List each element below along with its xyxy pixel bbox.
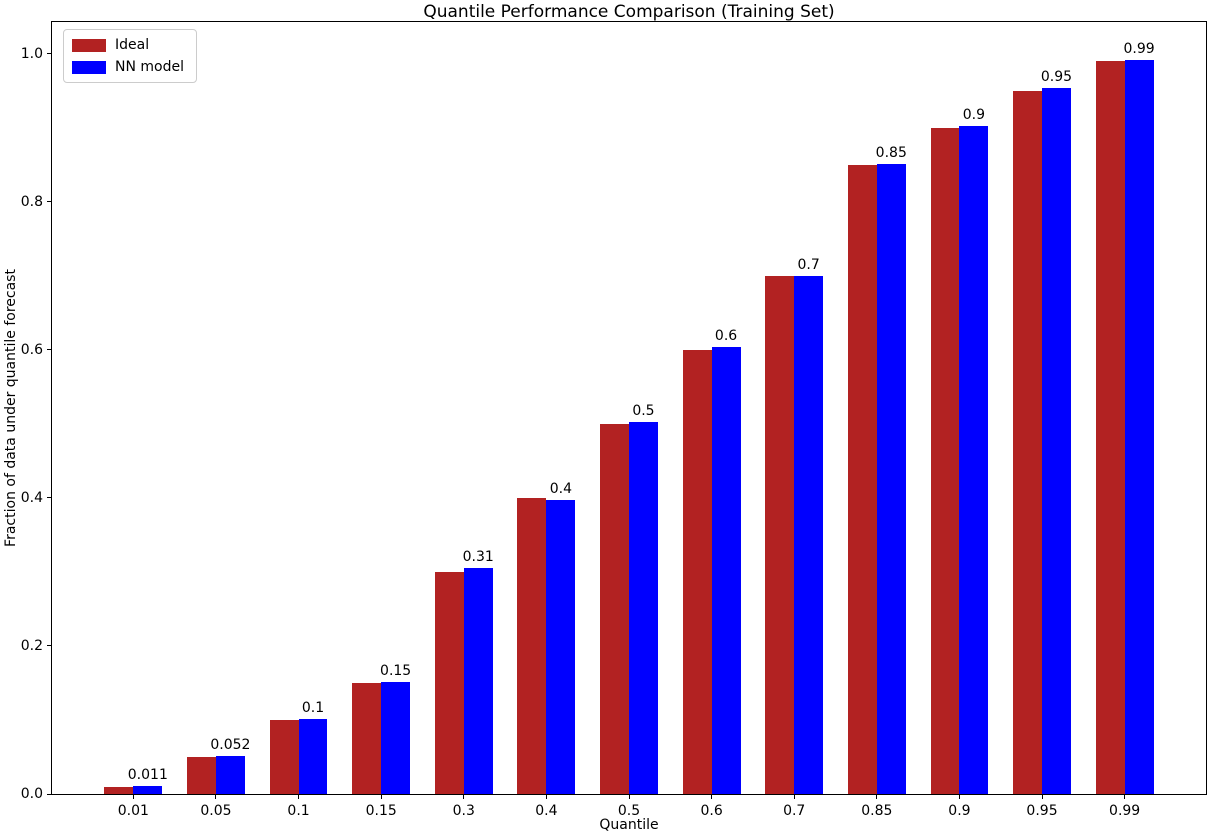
bar-value-label-q0.05: 0.052 — [210, 736, 251, 753]
x-tick-mark — [958, 794, 960, 799]
bar-nn-model-q0.05 — [215, 755, 245, 794]
bar-value-label-q0.99: 0.99 — [1123, 40, 1155, 57]
x-tick-label: 0.4 — [535, 803, 558, 819]
y-tick-label: 0.8 — [20, 193, 43, 210]
bar-nn-model-q0.85 — [876, 164, 906, 794]
bar-ideal-q0.15 — [352, 682, 382, 794]
y-tick-mark — [47, 497, 52, 499]
bar-ideal-q0.7 — [765, 275, 795, 794]
bar-value-label-q0.9: 0.9 — [962, 106, 986, 123]
x-tick-label: 0.05 — [200, 803, 232, 819]
x-tick-mark — [298, 794, 300, 799]
x-tick-mark — [215, 794, 217, 799]
y-axis-label: Fraction of data under quantile forecast — [3, 269, 19, 547]
bar-value-label-q0.6: 0.6 — [714, 327, 738, 344]
x-tick-mark — [711, 794, 713, 799]
bar-ideal-q0.4 — [517, 497, 547, 794]
x-tick-mark — [1124, 794, 1126, 799]
x-tick-mark — [876, 794, 878, 799]
x-tick-label: 0.7 — [783, 803, 806, 819]
bar-nn-model-q0.95 — [1042, 87, 1071, 794]
bar-value-label-q0.4: 0.4 — [549, 481, 572, 498]
legend: Ideal NN model — [63, 29, 197, 83]
bar-nn-model-q0.1 — [298, 719, 328, 794]
bar-nn-model-q0.15 — [381, 681, 411, 794]
bar-nn-model-q0.9 — [959, 125, 989, 794]
x-tick-mark — [793, 794, 795, 799]
bar-nn-model-q0.7 — [794, 275, 824, 794]
y-tick-label: 0.0 — [20, 786, 43, 802]
x-tick-mark — [628, 794, 630, 799]
x-tick-label: 0.85 — [861, 803, 893, 819]
legend-item-ideal: Ideal — [72, 37, 184, 53]
x-tick-label: 0.5 — [617, 803, 641, 819]
chart-title: Quantile Performance Comparison (Trainin… — [423, 2, 835, 22]
bar-value-label-q0.5: 0.5 — [632, 402, 655, 419]
bar-value-label-q0.85: 0.85 — [875, 145, 907, 162]
y-tick-mark — [47, 645, 52, 647]
bar-value-label-q0.3: 0.31 — [462, 548, 494, 565]
x-tick-label: 0.9 — [948, 803, 971, 819]
y-tick-mark — [47, 793, 52, 795]
x-tick-mark — [545, 794, 547, 799]
bar-nn-model-q0.4 — [546, 500, 576, 794]
x-tick-label: 0.01 — [117, 803, 149, 819]
y-tick-label: 0.2 — [20, 637, 43, 654]
y-tick-label: 0.6 — [20, 341, 43, 358]
bar-ideal-q0.85 — [847, 164, 877, 794]
y-tick-label: 1.0 — [20, 45, 43, 62]
bar-nn-model-q0.3 — [463, 567, 493, 794]
bar-ideal-q0.95 — [1013, 90, 1043, 794]
legend-patch-ideal — [72, 38, 106, 52]
legend-item-nn-model: NN model — [72, 59, 184, 75]
x-tick-label: 0.95 — [1026, 803, 1058, 819]
bar-ideal-q0.05 — [187, 757, 216, 794]
bar-ideal-q0.99 — [1095, 61, 1125, 794]
bar-nn-model-q0.01 — [133, 785, 163, 794]
y-tick-mark — [47, 349, 52, 351]
bar-nn-model-q0.6 — [711, 346, 741, 794]
x-tick-label: 0.3 — [452, 803, 475, 819]
bar-value-label-q0.95: 0.95 — [1040, 68, 1073, 85]
bar-ideal-q0.9 — [930, 127, 960, 794]
bar-value-label-q0.1: 0.1 — [301, 700, 325, 717]
x-tick-label: 0.15 — [365, 803, 397, 819]
y-tick-label: 0.4 — [20, 489, 43, 506]
x-tick-label: 0.1 — [287, 803, 310, 819]
x-tick-mark — [1041, 794, 1043, 799]
bar-ideal-q0.3 — [434, 571, 464, 794]
plot-area: Ideal NN model 0.0 0.2 0.4 0.6 0.8 1.0 0.01 0.0… — [21, 21, 1207, 819]
bar-value-label-q0.7: 0.7 — [797, 256, 820, 273]
bar-value-label-q0.01: 0.011 — [127, 766, 168, 783]
bar-ideal-q0.6 — [682, 349, 712, 794]
bar-nn-model-q0.99 — [1124, 59, 1154, 794]
y-tick-mark — [47, 53, 52, 55]
x-axis-label: Quantile — [599, 817, 659, 833]
x-tick-mark — [380, 794, 382, 799]
bar-ideal-q0.1 — [269, 719, 299, 794]
x-tick-label: 0.99 — [1109, 803, 1141, 819]
legend-patch-nn-model — [72, 60, 106, 74]
x-tick-mark — [463, 794, 465, 799]
y-tick-mark — [47, 201, 52, 203]
x-tick-mark — [132, 794, 134, 799]
legend-label-nn-model: NN model — [115, 59, 184, 75]
legend-label-ideal: Ideal — [115, 37, 150, 53]
x-tick-label: 0.6 — [700, 803, 723, 819]
bar-ideal-q0.01 — [104, 786, 134, 794]
bar-nn-model-q0.5 — [629, 421, 658, 794]
bar-value-label-q0.15: 0.15 — [380, 662, 412, 679]
bar-ideal-q0.5 — [600, 423, 629, 794]
